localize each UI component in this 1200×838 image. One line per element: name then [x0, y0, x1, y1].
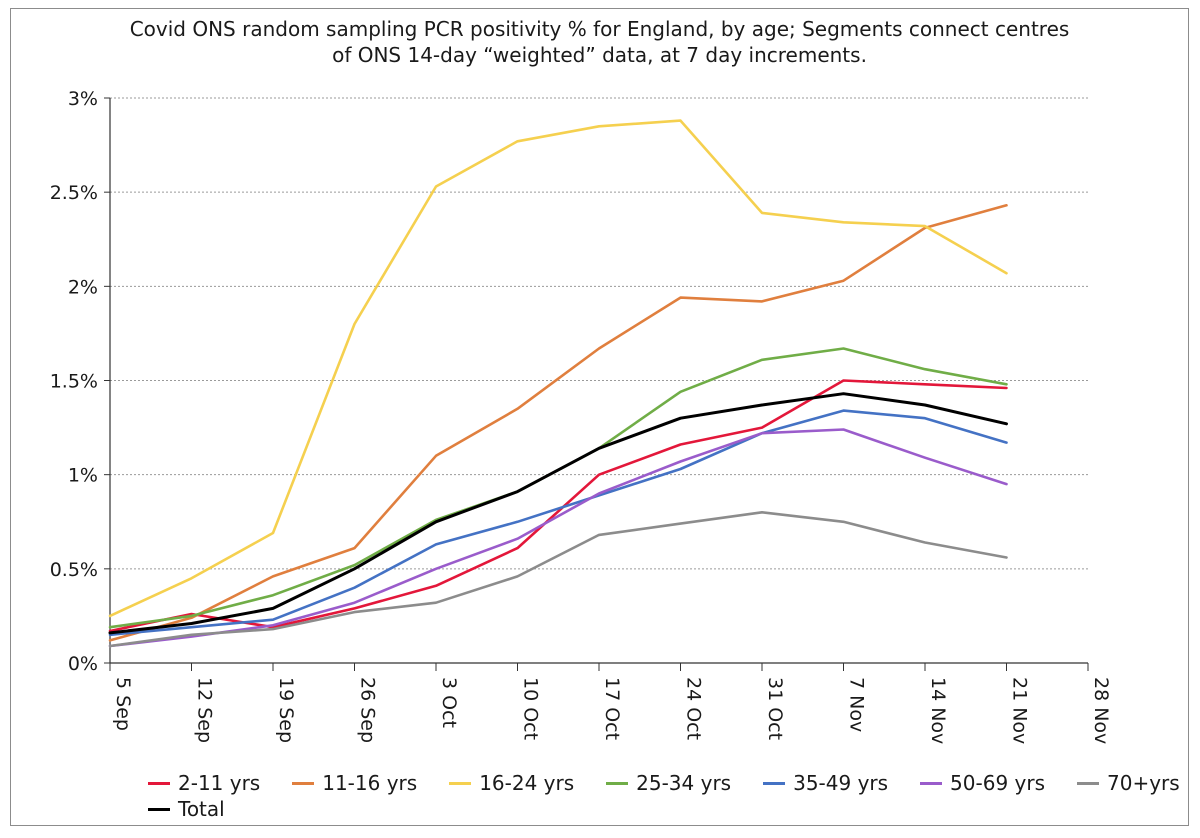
x-tick-label: 10 Oct [520, 677, 542, 740]
x-tick-label: 12 Sep [194, 677, 216, 743]
legend-label: 25-34 yrs [636, 771, 732, 795]
legend-item: Total [148, 797, 225, 821]
x-tick-label: 28 Nov [1090, 677, 1112, 744]
series-line [108, 510, 1008, 648]
legend-swatch [292, 781, 315, 785]
legend-item: 16-24 yrs [449, 771, 574, 795]
legend-swatch [763, 781, 786, 785]
legend-label: 50-69 yrs [950, 771, 1045, 795]
legend-item: 25-34 yrs [606, 771, 731, 795]
chart-title: Covid ONS random sampling PCR positivity… [10, 16, 1189, 68]
legend-item: 11-16 yrs [292, 771, 417, 795]
chart-frame [10, 8, 1189, 826]
legend-label: Total [178, 797, 225, 821]
legend-swatch [920, 781, 943, 785]
chart-title-line-2: of ONS 14-day “weighted” data, at 7 day … [332, 43, 867, 67]
y-tick-label: 1% [68, 465, 98, 487]
series-line [108, 428, 1008, 648]
x-tick-label: 14 Nov [927, 677, 949, 744]
series-line [108, 119, 1008, 618]
chart-title-line-1: Covid ONS random sampling PCR positivity… [129, 17, 1070, 41]
x-tick-label: 5 Sep [112, 677, 134, 731]
series-line [108, 204, 1008, 642]
legend-label: 70+yrs [1107, 771, 1180, 795]
x-tick-label: 3 Oct [438, 677, 460, 728]
y-tick-label: 2.5% [50, 182, 98, 204]
legend-swatch [148, 781, 170, 785]
legend-label: 2-11 yrs [178, 771, 261, 795]
legend-item: 70+yrs [1077, 771, 1180, 795]
x-tick-label: 24 Oct [683, 677, 705, 740]
legend-item: 35-49 yrs [763, 771, 888, 795]
series-line [108, 379, 1008, 633]
y-tick-label: 0.5% [50, 559, 98, 581]
legend-row: 2-11 yrs 11-16 yrs 16-24 yrs 25-34 yrs 35-49… [148, 770, 1180, 796]
legend-swatch [606, 781, 629, 785]
legend-label: 16-24 yrs [479, 771, 575, 795]
series-line [108, 347, 1008, 629]
x-tick-label: 17 Oct [601, 677, 623, 740]
legend-row: Total [148, 796, 1148, 822]
legend: 2-11 yrs 11-16 yrs 16-24 yrs 25-34 yrs 35-49… [148, 770, 1180, 822]
y-tick-label: 0% [68, 653, 98, 675]
x-tick-label: 19 Sep [275, 677, 297, 743]
series-line [108, 392, 1008, 635]
legend-item: 2-11 yrs [148, 771, 260, 795]
x-tick-label: 26 Sep [357, 677, 379, 743]
legend-swatch [148, 807, 170, 811]
y-tick-label: 2% [68, 276, 98, 298]
y-tick-label: 1.5% [50, 371, 98, 393]
x-tick-label: 31 Oct [764, 677, 786, 740]
legend-swatch [449, 781, 472, 785]
legend-swatch [1077, 781, 1099, 785]
x-tick-label: 21 Nov [1009, 677, 1031, 744]
legend-item: 50-69 yrs [920, 771, 1045, 795]
legend-label: 35-49 yrs [793, 771, 889, 795]
legend-label: 11-16 yrs [322, 771, 418, 795]
series-line [108, 409, 1008, 637]
x-tick-label: 7 Nov [846, 677, 868, 732]
y-tick-label: 3% [68, 88, 98, 110]
